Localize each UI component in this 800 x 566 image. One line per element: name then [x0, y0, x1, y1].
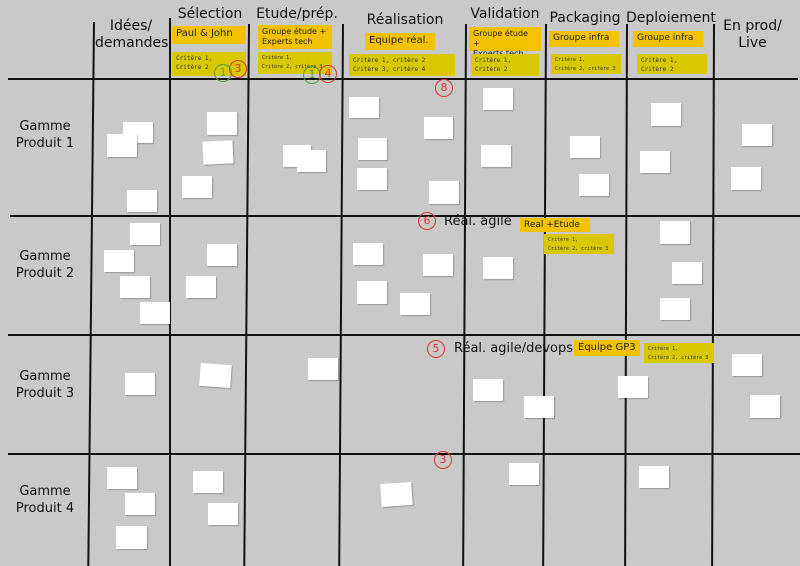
sticky-note[interactable] — [357, 168, 387, 190]
sticky-note[interactable] — [423, 254, 453, 276]
divider-col-5 — [462, 23, 467, 566]
sticky-note[interactable] — [107, 134, 137, 157]
wip-limit-realisation: 8 — [435, 79, 453, 97]
sticky-note[interactable] — [731, 167, 761, 190]
criteria-deploiement: Critère 1, Critère 2 — [637, 54, 707, 74]
tag-validation: Groupe étude + Experts tech — [469, 27, 541, 58]
wip-limit-devops: 5 — [427, 340, 445, 358]
lane-label-devops: Réal. agile/devops — [454, 341, 574, 356]
sticky-note[interactable] — [125, 373, 155, 395]
sticky-note[interactable] — [639, 466, 669, 488]
sticky-note[interactable] — [732, 354, 762, 376]
sticky-note[interactable] — [640, 151, 670, 173]
sticky-note[interactable] — [750, 395, 780, 418]
tag-deploiement: Groupe infra — [633, 31, 703, 47]
criteria-packaging: Critère 1, Critère 2, critère 3 — [551, 54, 621, 74]
sticky-note[interactable] — [429, 181, 459, 204]
column-header-idees: Idées/ demandes — [95, 18, 169, 51]
sticky-note[interactable] — [127, 190, 157, 212]
sticky-note[interactable] — [672, 262, 702, 284]
divider-row-2 — [8, 334, 800, 336]
criteria-agile: Critère 1, Critère 2, critère 3 — [544, 234, 614, 254]
divider-col-2 — [169, 18, 171, 566]
sticky-note[interactable] — [353, 243, 383, 265]
sticky-note[interactable] — [297, 150, 326, 172]
sticky-note[interactable] — [120, 276, 150, 298]
divider-col-6 — [542, 23, 547, 566]
sticky-note[interactable] — [349, 97, 379, 118]
lane-label-agile: Réal. agile — [444, 214, 512, 229]
sticky-note[interactable] — [140, 302, 170, 324]
column-header-packaging: Packaging — [549, 10, 621, 26]
criteria-realisation: Critère 1, critère 2 Critère 3, critère … — [349, 54, 455, 76]
divider-row-1 — [10, 215, 800, 217]
wip-limit-selection-red: 3 — [229, 60, 247, 78]
row-header-produit-2: Gamme Produit 2 — [15, 249, 75, 281]
sticky-note[interactable] — [742, 124, 772, 146]
sticky-note[interactable] — [358, 138, 387, 160]
divider-col-3 — [243, 23, 250, 566]
sticky-note[interactable] — [473, 379, 503, 401]
column-header-validation: Validation — [470, 6, 540, 22]
sticky-note[interactable] — [570, 136, 600, 158]
criteria-validation: Critère 1, Critère 2 — [471, 54, 539, 76]
column-header-etude: Etude/prép. — [256, 6, 338, 22]
sticky-note[interactable] — [193, 471, 223, 493]
sticky-note[interactable] — [483, 257, 513, 279]
column-header-en-prod: En prod/ Live — [723, 18, 782, 51]
column-header-selection: Sélection — [177, 6, 243, 22]
row-header-produit-4: Gamme Produit 4 — [15, 484, 75, 516]
tag-real-etude: Real +Etude — [520, 218, 590, 232]
sticky-note[interactable] — [481, 145, 511, 167]
divider-header — [8, 78, 798, 80]
sticky-note[interactable] — [357, 281, 387, 304]
sticky-note[interactable] — [116, 526, 147, 549]
sticky-note[interactable] — [199, 362, 232, 389]
tag-selection: Paul & John — [172, 26, 246, 44]
sticky-note[interactable] — [202, 140, 234, 165]
row-header-produit-3: Gamme Produit 3 — [15, 369, 75, 401]
wip-limit-etude-red: 4 — [319, 65, 337, 83]
row-header-produit-1: Gamme Produit 1 — [15, 119, 75, 151]
tag-equipe-gp3: Equipe GP3 — [574, 340, 640, 356]
divider-col-4 — [338, 23, 344, 566]
column-header-deploiement: Deploiement — [626, 10, 716, 26]
sticky-note[interactable] — [308, 358, 338, 380]
tag-realisation: Equipe réal. — [365, 33, 435, 50]
sticky-note[interactable] — [125, 493, 155, 515]
sticky-note[interactable] — [380, 481, 413, 508]
sticky-note[interactable] — [400, 293, 430, 315]
sticky-note[interactable] — [182, 176, 212, 198]
sticky-note[interactable] — [186, 276, 216, 298]
sticky-note[interactable] — [207, 112, 237, 135]
divider-row-3 — [8, 453, 800, 455]
sticky-note[interactable] — [579, 174, 609, 196]
sticky-note[interactable] — [424, 117, 453, 139]
wip-limit-agile: 6 — [418, 212, 436, 230]
sticky-note[interactable] — [509, 463, 539, 485]
column-header-realisation: Réalisation — [366, 12, 444, 28]
sticky-note[interactable] — [208, 503, 238, 525]
divider-col-7 — [624, 23, 628, 566]
tag-packaging: Groupe infra — [549, 31, 619, 47]
sticky-note[interactable] — [130, 223, 160, 245]
sticky-note[interactable] — [524, 396, 554, 418]
wip-limit-produit-4: 3 — [434, 451, 452, 469]
tag-etude: Groupe étude + Experts tech — [258, 25, 332, 49]
criteria-devops: Critère 1, Critère 2, critère 3 — [644, 343, 714, 363]
sticky-note[interactable] — [651, 103, 681, 126]
divider-col-1 — [87, 21, 95, 566]
sticky-note[interactable] — [618, 376, 648, 398]
sticky-note[interactable] — [660, 221, 690, 244]
divider-col-8 — [711, 23, 715, 566]
sticky-note[interactable] — [483, 88, 513, 110]
sticky-note[interactable] — [104, 250, 134, 272]
sticky-note[interactable] — [107, 467, 137, 489]
sticky-note[interactable] — [660, 298, 690, 320]
sticky-note[interactable] — [207, 244, 237, 266]
